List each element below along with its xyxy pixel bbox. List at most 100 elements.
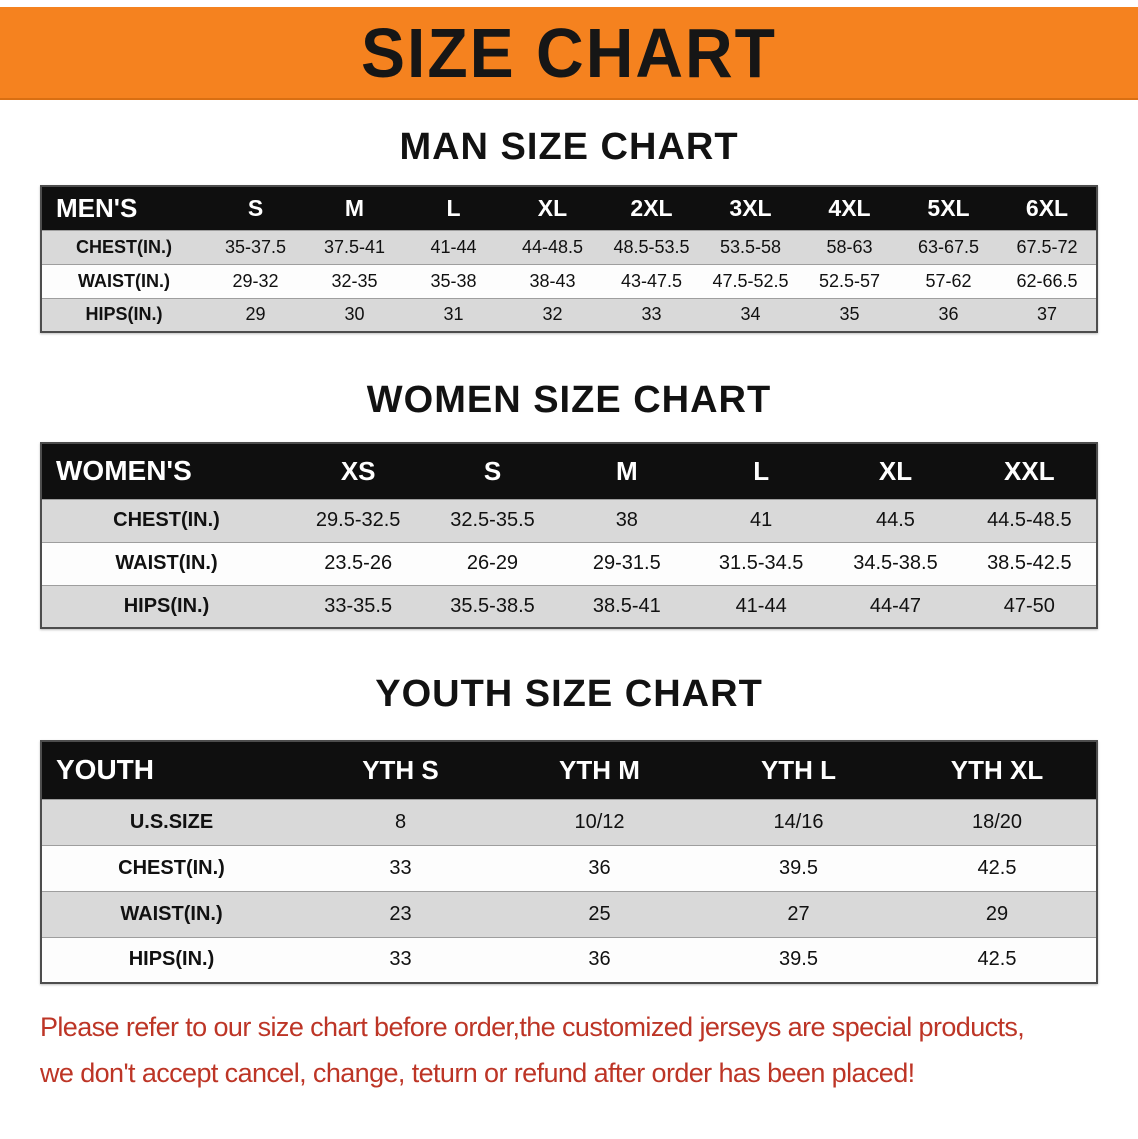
measure-value-cell: 41 xyxy=(693,498,829,542)
banner-title: SIZE CHART xyxy=(361,13,777,92)
measure-value-cell: 43-47.5 xyxy=(602,263,701,298)
measure-value-cell: 10/12 xyxy=(500,798,699,845)
measure-value-cell: 35.5-38.5 xyxy=(425,584,560,628)
measure-label-cell: WAIST(IN.) xyxy=(41,541,291,585)
measure-value-cell: 36 xyxy=(500,844,699,891)
table-title-cell: MEN'S xyxy=(41,186,206,230)
measure-value-cell: 32 xyxy=(503,297,602,332)
measure-value-cell: 33 xyxy=(301,936,500,983)
table-header-row: WOMEN'S XS S M L XL XXL xyxy=(41,443,1097,499)
measure-value-cell: 30 xyxy=(305,297,404,332)
disclaimer-line-2: we don't accept cancel, change, teturn o… xyxy=(40,1058,915,1089)
size-header-cell: YTH L xyxy=(699,741,898,799)
measure-value-cell: 14/16 xyxy=(699,798,898,845)
table-row: WAIST(IN.) 23 25 27 29 xyxy=(41,890,1097,937)
table-row: WAIST(IN.) 29-32 32-35 35-38 38-43 43-47.5 47.… xyxy=(41,263,1097,298)
measure-value-cell: 62-66.5 xyxy=(998,263,1097,298)
measure-value-cell: 37.5-41 xyxy=(305,229,404,264)
measure-value-cell: 36 xyxy=(899,297,998,332)
measure-value-cell: 25 xyxy=(500,890,699,937)
men-section-heading: MAN SIZE CHART xyxy=(399,126,739,168)
measure-label-cell: WAIST(IN.) xyxy=(41,263,206,298)
measure-value-cell: 44-47 xyxy=(828,584,963,628)
table-header-row: YOUTH YTH S YTH M YTH L YTH XL xyxy=(41,741,1097,799)
measure-value-cell: 27 xyxy=(699,890,898,937)
size-header-cell: YTH M xyxy=(500,741,699,799)
size-header-cell: 2XL xyxy=(602,186,701,230)
measure-value-cell: 34 xyxy=(701,297,800,332)
size-header-cell: S xyxy=(425,443,560,499)
measure-value-cell: 29-31.5 xyxy=(559,541,694,585)
size-table: MEN'S S M L XL 2XL 3XL 4XL 5XL 6XL CHEST(IN.) 35-37… xyxy=(40,185,1098,333)
measure-value-cell: 47.5-52.5 xyxy=(701,263,800,298)
measure-value-cell: 42.5 xyxy=(898,844,1097,891)
size-header-cell: YTH XL xyxy=(898,741,1097,799)
size-header-cell: L xyxy=(404,186,503,230)
measure-value-cell: 31 xyxy=(404,297,503,332)
measure-value-cell: 52.5-57 xyxy=(800,263,899,298)
measure-value-cell: 35-38 xyxy=(404,263,503,298)
size-chart-banner: SIZE CHART xyxy=(0,7,1138,100)
size-header-cell: XL xyxy=(828,443,963,499)
size-header-cell: XXL xyxy=(962,443,1097,499)
youth-size-table-container: YOUTH YTH S YTH M YTH L YTH XL U.S.SIZE 8 10/12… xyxy=(40,740,1098,984)
measure-value-cell: 32.5-35.5 xyxy=(425,498,560,542)
measure-value-cell: 41-44 xyxy=(404,229,503,264)
measure-value-cell: 38-43 xyxy=(503,263,602,298)
size-header-cell: XL xyxy=(503,186,602,230)
size-header-cell: M xyxy=(305,186,404,230)
measure-value-cell: 29-32 xyxy=(206,263,305,298)
size-header-cell: XS xyxy=(291,443,426,499)
size-header-cell: 6XL xyxy=(998,186,1097,230)
measure-value-cell: 57-62 xyxy=(899,263,998,298)
youth-size-section: YOUTH SIZE CHART YOUTH YTH S YTH M YTH L YTH… xyxy=(0,673,1138,984)
men-size-section: MAN SIZE CHART MEN'S S M L XL 2XL 3XL 4XL 5XL 6XL… xyxy=(0,126,1138,333)
size-header-cell: YTH S xyxy=(301,741,500,799)
measure-label-cell: HIPS(IN.) xyxy=(41,584,291,628)
measure-value-cell: 42.5 xyxy=(898,936,1097,983)
size-header-cell: M xyxy=(559,443,694,499)
measure-value-cell: 8 xyxy=(301,798,500,845)
measure-label-cell: U.S.SIZE xyxy=(41,798,301,845)
measure-value-cell: 33-35.5 xyxy=(291,584,426,628)
measure-value-cell: 26-29 xyxy=(425,541,560,585)
size-header-cell: S xyxy=(206,186,305,230)
measure-value-cell: 44.5 xyxy=(828,498,963,542)
table-row: CHEST(IN.) 35-37.5 37.5-41 41-44 44-48.5 48.5… xyxy=(41,229,1097,264)
measure-value-cell: 18/20 xyxy=(898,798,1097,845)
measure-value-cell: 37 xyxy=(998,297,1097,332)
table-row: WAIST(IN.) 23.5-26 26-29 29-31.5 31.5-34.5 34… xyxy=(41,541,1097,585)
size-table: WOMEN'S XS S M L XL XXL CHEST(IN.) 29.5-32.5 32.5… xyxy=(40,442,1098,629)
measure-value-cell: 47-50 xyxy=(962,584,1097,628)
measure-value-cell: 36 xyxy=(500,936,699,983)
measure-value-cell: 23 xyxy=(301,890,500,937)
measure-value-cell: 29 xyxy=(898,890,1097,937)
table-row: HIPS(IN.) 33-35.5 35.5-38.5 38.5-41 41-44 44-… xyxy=(41,584,1097,628)
measure-value-cell: 44.5-48.5 xyxy=(962,498,1097,542)
measure-label-cell: CHEST(IN.) xyxy=(41,229,206,264)
measure-value-cell: 39.5 xyxy=(699,936,898,983)
measure-label-cell: HIPS(IN.) xyxy=(41,936,301,983)
measure-value-cell: 38.5-41 xyxy=(559,584,694,628)
table-row: HIPS(IN.) 29 30 31 32 33 34 35 36 37 xyxy=(41,297,1097,332)
measure-value-cell: 29 xyxy=(206,297,305,332)
women-section-heading: WOMEN SIZE CHART xyxy=(366,379,772,421)
table-row: U.S.SIZE 8 10/12 14/16 18/20 xyxy=(41,798,1097,845)
measure-value-cell: 39.5 xyxy=(699,844,898,891)
women-size-section: WOMEN SIZE CHART WOMEN'S XS S M L XL XXL CHEST(… xyxy=(0,379,1138,629)
table-row: CHEST(IN.) 33 36 39.5 42.5 xyxy=(41,844,1097,891)
men-size-table-container: MEN'S S M L XL 2XL 3XL 4XL 5XL 6XL CHEST(IN.) 35-37… xyxy=(40,185,1098,333)
table-title-cell: YOUTH xyxy=(41,741,301,799)
measure-value-cell: 29.5-32.5 xyxy=(291,498,426,542)
measure-label-cell: HIPS(IN.) xyxy=(41,297,206,332)
measure-label-cell: CHEST(IN.) xyxy=(41,844,301,891)
measure-value-cell: 33 xyxy=(602,297,701,332)
disclaimer-line-1: Please refer to our size chart before or… xyxy=(40,1012,1025,1042)
size-header-cell: 3XL xyxy=(701,186,800,230)
size-table: YOUTH YTH S YTH M YTH L YTH XL U.S.SIZE 8 10/12… xyxy=(40,740,1098,984)
measure-value-cell: 38.5-42.5 xyxy=(962,541,1097,585)
measure-value-cell: 63-67.5 xyxy=(899,229,998,264)
size-header-cell: 4XL xyxy=(800,186,899,230)
measure-value-cell: 23.5-26 xyxy=(291,541,426,585)
measure-value-cell: 44-48.5 xyxy=(503,229,602,264)
